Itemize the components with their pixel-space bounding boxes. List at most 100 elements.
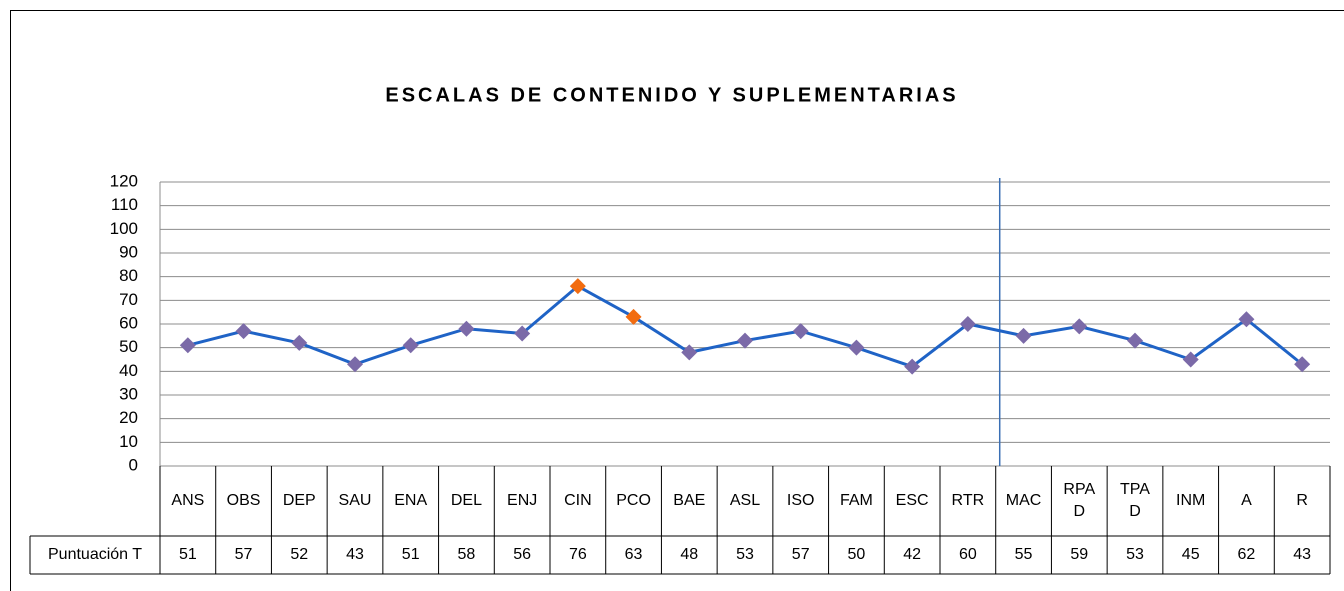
x-tick-label: CIN — [550, 466, 606, 536]
y-tick-label: 40 — [119, 361, 138, 380]
x-tick-label: ASL — [717, 466, 773, 536]
marker — [1127, 332, 1143, 349]
table-value-text: 48 — [680, 546, 699, 563]
y-tick-label: 90 — [119, 242, 138, 261]
y-tick-label: 50 — [119, 337, 138, 356]
table-value-text: 53 — [736, 546, 754, 563]
marker — [959, 316, 976, 332]
x-tick-label-text: ENJ — [507, 492, 538, 509]
table-value: 51 — [383, 536, 439, 574]
x-tick-label-text: OBS — [226, 492, 261, 509]
marker — [347, 356, 363, 373]
x-tick-label: ANS — [160, 466, 216, 536]
table-value-text: 45 — [1181, 546, 1200, 563]
table-value-text: 58 — [457, 546, 476, 563]
table-value: 53 — [1107, 536, 1163, 574]
table-value-text: 53 — [1126, 546, 1144, 563]
x-tick-label: OBS — [216, 466, 272, 536]
table-value: 59 — [1051, 536, 1107, 574]
table-value: 42 — [884, 536, 940, 574]
table-value: 55 — [996, 536, 1052, 574]
marker — [291, 334, 308, 351]
x-tick-label-text: SAU — [338, 492, 372, 509]
table-value: 58 — [439, 536, 495, 574]
chart-title: ESCALAS DE CONTENIDO Y SUPLEMENTARIAS — [385, 84, 958, 106]
x-tick-label-text: DEP — [282, 492, 316, 509]
marker — [1071, 318, 1088, 335]
x-tick-label: R — [1274, 466, 1330, 536]
table-value-text: 50 — [847, 546, 866, 563]
table-value-text: 51 — [178, 546, 197, 563]
x-tick-label-text: ASL — [729, 492, 761, 509]
x-tick-label: INM — [1163, 466, 1219, 536]
table-value: 52 — [271, 536, 327, 574]
x-tick-label-text: A — [1241, 492, 1252, 509]
series-name-text: Puntuación T — [48, 546, 142, 563]
table-value-text: 76 — [568, 546, 587, 563]
x-tick-label-text: PCO — [616, 492, 651, 509]
marker — [792, 323, 809, 340]
table-value-text: 57 — [234, 546, 253, 563]
x-tick-label-text: ANS — [171, 492, 205, 509]
table-value: 62 — [1219, 536, 1275, 574]
x-tick-label: ENJ — [494, 466, 550, 536]
y-tick-label: 80 — [119, 266, 138, 285]
table-value: 43 — [327, 536, 383, 574]
table-value: 60 — [940, 536, 996, 574]
x-tick-label-text: ENA — [394, 492, 428, 509]
marker — [1238, 311, 1255, 328]
x-tick-label-text: RTR — [951, 492, 985, 509]
marker — [681, 344, 698, 361]
marker — [1182, 351, 1199, 368]
x-tick-label: ENA — [383, 466, 439, 536]
table-value-text: 63 — [624, 546, 643, 563]
x-tick-label: PCO — [606, 466, 662, 536]
x-tick-label-text: RPA D — [1063, 481, 1096, 520]
marker — [402, 337, 419, 354]
x-tick-label-text: DEL — [450, 492, 482, 509]
table-value: 45 — [1163, 536, 1219, 574]
table-value: 53 — [717, 536, 773, 574]
y-tick-label: 20 — [119, 408, 138, 427]
x-tick-label: MAC — [996, 466, 1052, 536]
table-value-text: 59 — [1070, 546, 1089, 563]
marker — [569, 278, 586, 295]
table-value-text: 43 — [1293, 546, 1312, 563]
series-line — [187, 284, 1304, 369]
table-value-text: 55 — [1014, 546, 1033, 563]
y-tick-label: 120 — [110, 171, 138, 190]
table-value-text: 43 — [346, 546, 364, 563]
x-tick-label-text: R — [1296, 492, 1308, 509]
marker — [458, 320, 475, 337]
chart-border — [10, 10, 1344, 591]
table-value: 63 — [606, 536, 662, 574]
x-tick-label-text: FAM — [839, 492, 873, 509]
series-name: Puntuación T — [30, 536, 160, 574]
table-value-text: 52 — [290, 546, 309, 563]
x-tick-label: RPA D — [1051, 466, 1107, 536]
x-tick-label: DEL — [439, 466, 495, 536]
x-tick-label: BAE — [661, 466, 717, 536]
marker — [737, 332, 753, 349]
x-tick-label: A — [1219, 466, 1275, 536]
table-value: 57 — [773, 536, 829, 574]
table-value: 57 — [216, 536, 272, 574]
y-tick-label: 60 — [119, 313, 138, 332]
marker — [235, 323, 252, 340]
marker — [1294, 356, 1311, 373]
y-tick-label: 110 — [111, 195, 138, 214]
x-tick-label: ISO — [773, 466, 829, 536]
table-value-text: 57 — [791, 546, 810, 563]
marker — [904, 358, 921, 375]
x-tick-label: TPA D — [1107, 466, 1163, 536]
y-tick-label: 10 — [119, 432, 138, 451]
y-tick-label: 100 — [110, 219, 138, 238]
table-value: 43 — [1274, 536, 1330, 574]
table-value-text: 51 — [401, 546, 420, 563]
table-value: 56 — [494, 536, 550, 574]
table-value: 51 — [160, 536, 216, 574]
table-value-text: 60 — [958, 546, 977, 563]
y-tick-label: 30 — [119, 384, 138, 403]
x-tick-label-text: BAE — [673, 492, 706, 509]
